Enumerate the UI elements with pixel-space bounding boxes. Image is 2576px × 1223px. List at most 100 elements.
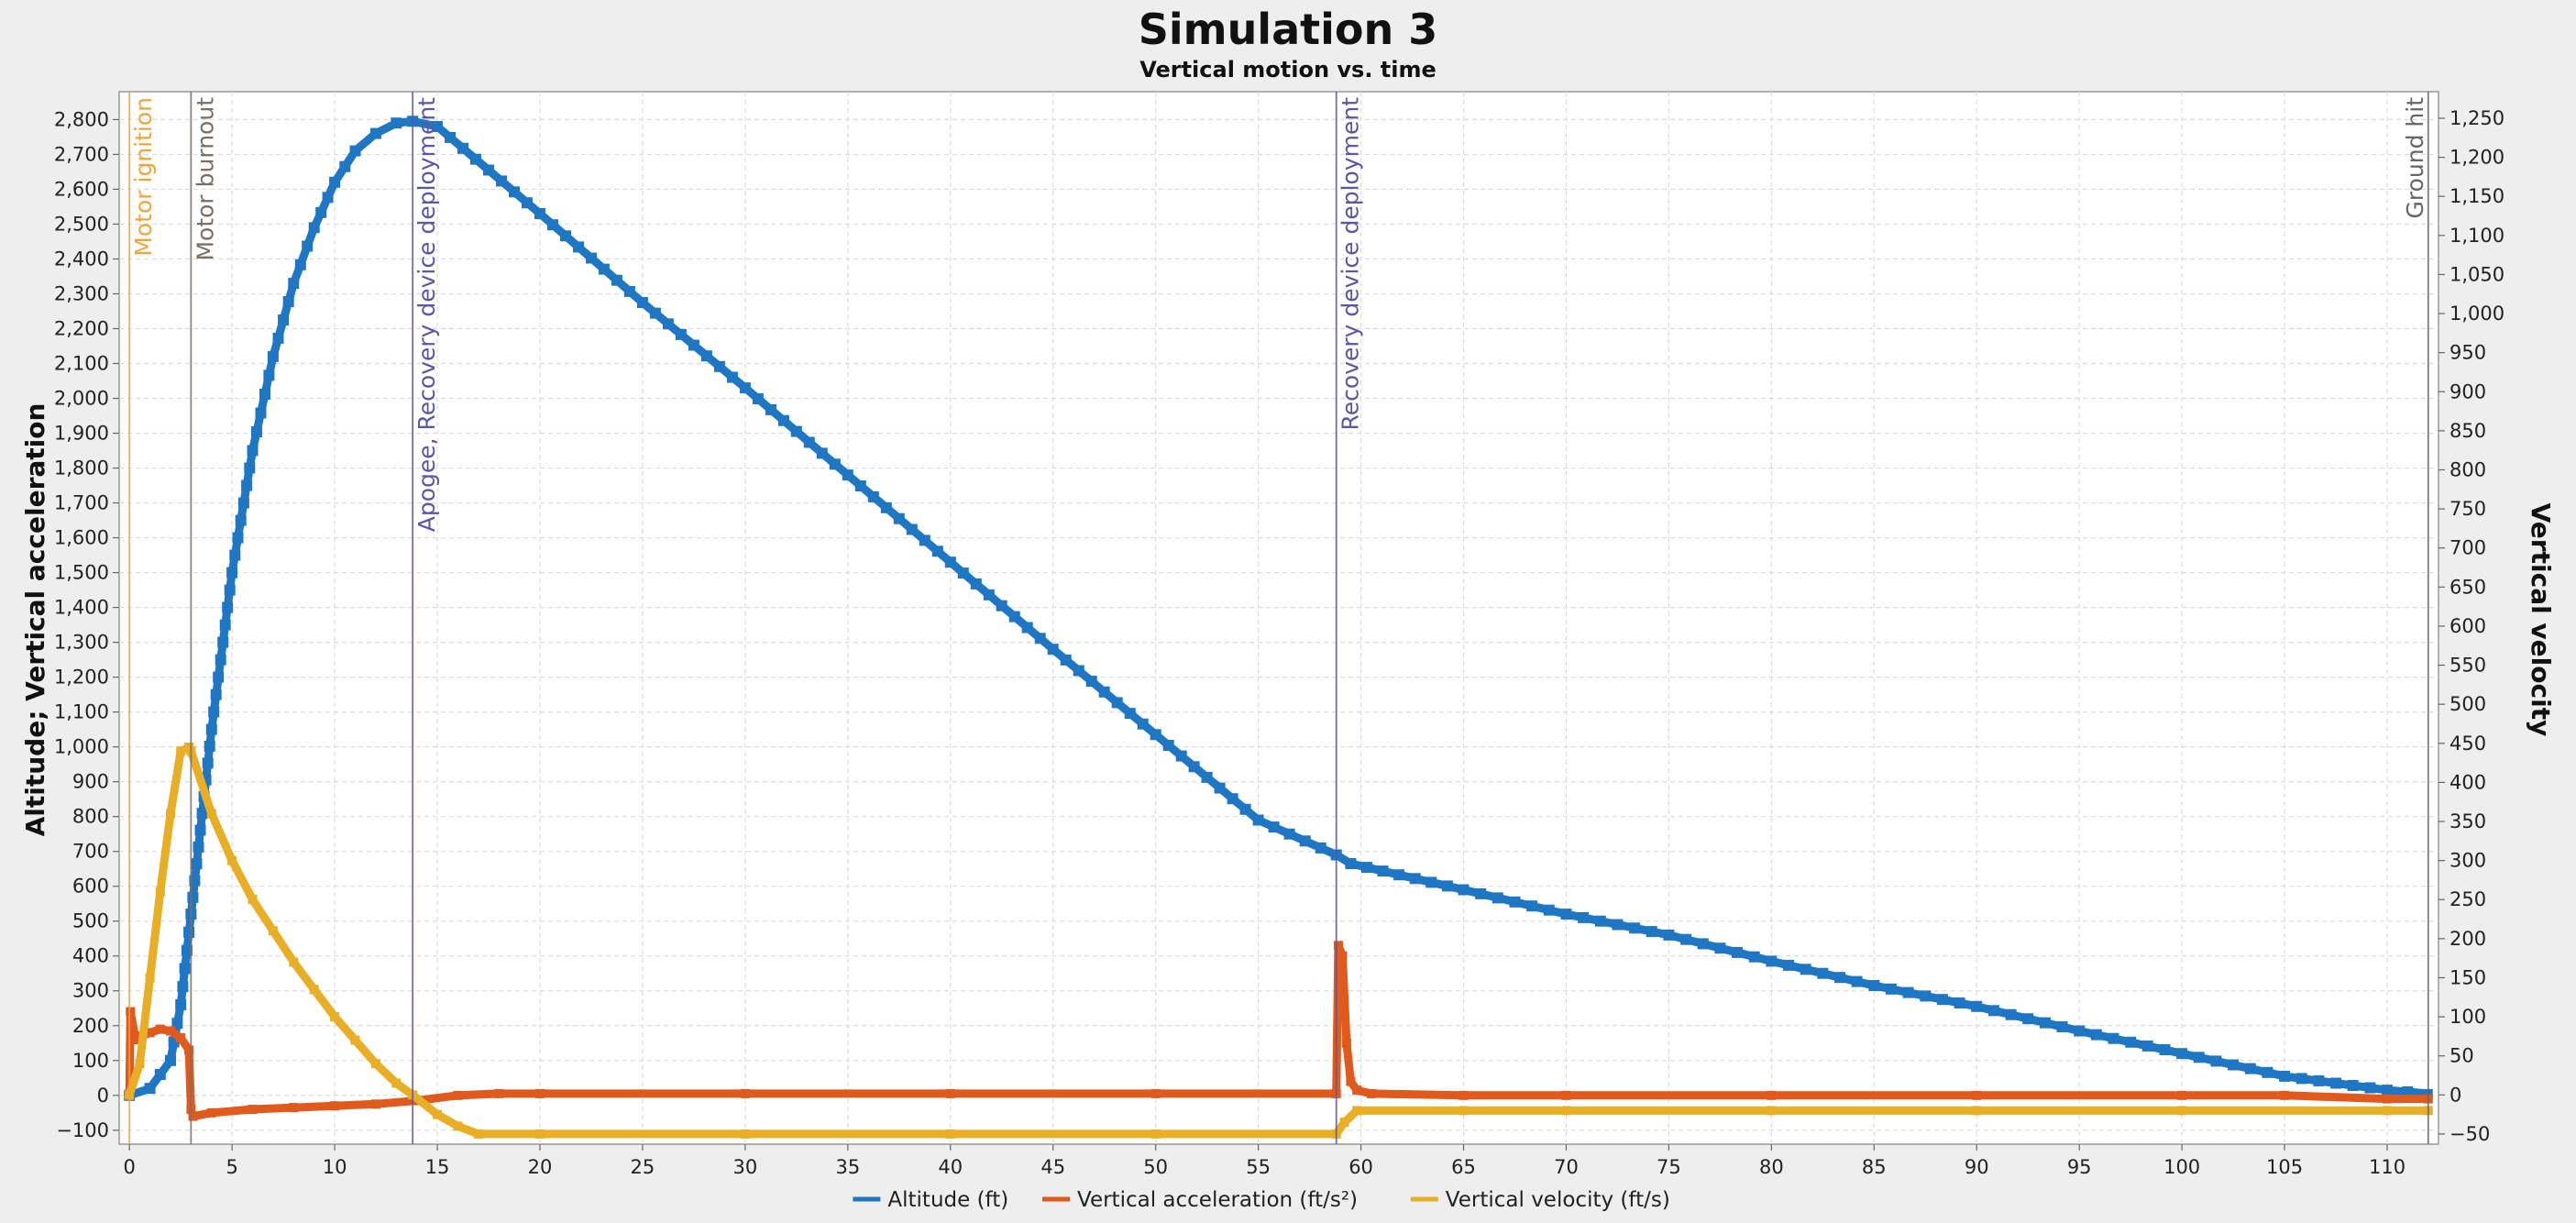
x-tick-label: 60 [1349,1156,1373,1178]
y-left-tick-label: 400 [72,945,109,967]
data-point [867,490,879,502]
data-point [1526,900,1538,912]
data-point [453,1090,463,1100]
data-point [1561,909,1571,920]
y-right-tick-label: 650 [2449,576,2486,598]
y-left-tick-label: 1,900 [54,423,109,445]
data-point [931,545,943,557]
data-point [1885,983,1897,995]
data-point [2383,1106,2392,1116]
data-point [206,724,216,734]
data-point [740,1129,750,1139]
y-right-tick-label: 700 [2449,537,2486,559]
event-marker-label: Motor ignition [130,97,157,257]
data-point [1972,1106,1982,1116]
data-point [1268,821,1280,833]
y-left-tick-label: 2,300 [54,282,109,304]
data-point [586,252,597,264]
x-tick-label: 105 [2266,1156,2303,1178]
data-point [433,122,442,131]
data-point [522,197,533,209]
data-point [154,1069,166,1080]
data-point [2005,1008,2017,1020]
data-point [2177,1049,2187,1059]
y-left-tick-label: 300 [72,980,109,1002]
x-tick-label: 30 [733,1156,758,1178]
data-point [227,567,237,578]
data-point [1543,904,1555,916]
data-point [1492,892,1503,904]
y-right-tick-label: 250 [2449,888,2486,910]
data-point [126,1007,136,1017]
data-point [713,360,725,372]
event-marker-label: Motor burnout [192,97,218,261]
data-point [196,808,208,820]
data-point [457,142,468,154]
data-point [219,619,231,631]
data-point [1409,873,1421,885]
data-point [2295,1073,2307,1085]
x-tick-label: 15 [425,1156,450,1178]
y-left-tick-label: 1,600 [54,527,109,549]
data-point [2159,1044,2171,1055]
data-point [1098,686,1110,698]
y-right-tick-label: 350 [2449,810,2486,832]
data-point [945,1088,955,1098]
data-point [2280,1071,2290,1081]
data-point [2383,1085,2392,1096]
data-point [816,447,828,459]
data-point [1150,1129,1161,1139]
data-point [248,446,258,456]
data-point [547,219,558,231]
data-point [145,1028,155,1038]
data-point [183,926,195,938]
data-point [206,1107,216,1118]
data-point [330,1101,340,1111]
data-point [227,855,237,865]
x-tick-label: 55 [1246,1156,1271,1178]
data-point [289,279,299,289]
data-point [662,318,674,330]
y-right-tick-label: 1,100 [2449,225,2504,247]
data-point [145,1084,155,1094]
data-point [893,512,905,524]
data-point [2075,1026,2085,1036]
data-point [1561,1090,1571,1100]
data-point [217,636,229,648]
y-right-tick-label: 1,000 [2449,303,2504,325]
data-point [1851,975,1863,987]
data-point [2383,1094,2392,1104]
y-axis-left-label: Altitude; Vertical acceleration [20,403,50,837]
data-point [2125,1036,2137,1048]
data-point [1509,896,1521,908]
x-tick-label: 50 [1143,1156,1168,1178]
data-point [2313,1074,2325,1086]
data-point [177,981,189,993]
data-point [790,425,802,437]
annotation-layer: Motor ignition Motor burnout Apogee, Recov… [128,92,2429,1144]
data-point [1346,1076,1356,1086]
data-point [272,332,284,344]
y-left-tick-label: 2,100 [54,353,109,375]
data-point [193,841,204,853]
legend-item: Altitude (ft) [853,1188,1008,1212]
chart-subtitle: Vertical motion vs. time [1139,57,1437,83]
data-point [282,296,294,307]
data-point [1426,876,1437,888]
data-point [1239,803,1251,815]
data-point [1111,697,1123,709]
data-point [483,164,494,176]
y-left-tick-label: 200 [72,1015,109,1037]
y-left-tick-label: 600 [72,876,109,898]
data-point [330,1012,340,1022]
data-point [573,241,584,253]
data-point [215,654,226,666]
data-point [391,1078,402,1088]
legend-label: Altitude (ft) [887,1188,1008,1212]
y-left-tick-label: 1,700 [54,492,109,514]
data-point [453,1121,463,1131]
y-left-tick-label: 1,800 [54,457,109,479]
data-point [188,1111,198,1121]
x-tick-label: 45 [1040,1156,1065,1178]
y-right-tick-label: 550 [2449,655,2486,677]
